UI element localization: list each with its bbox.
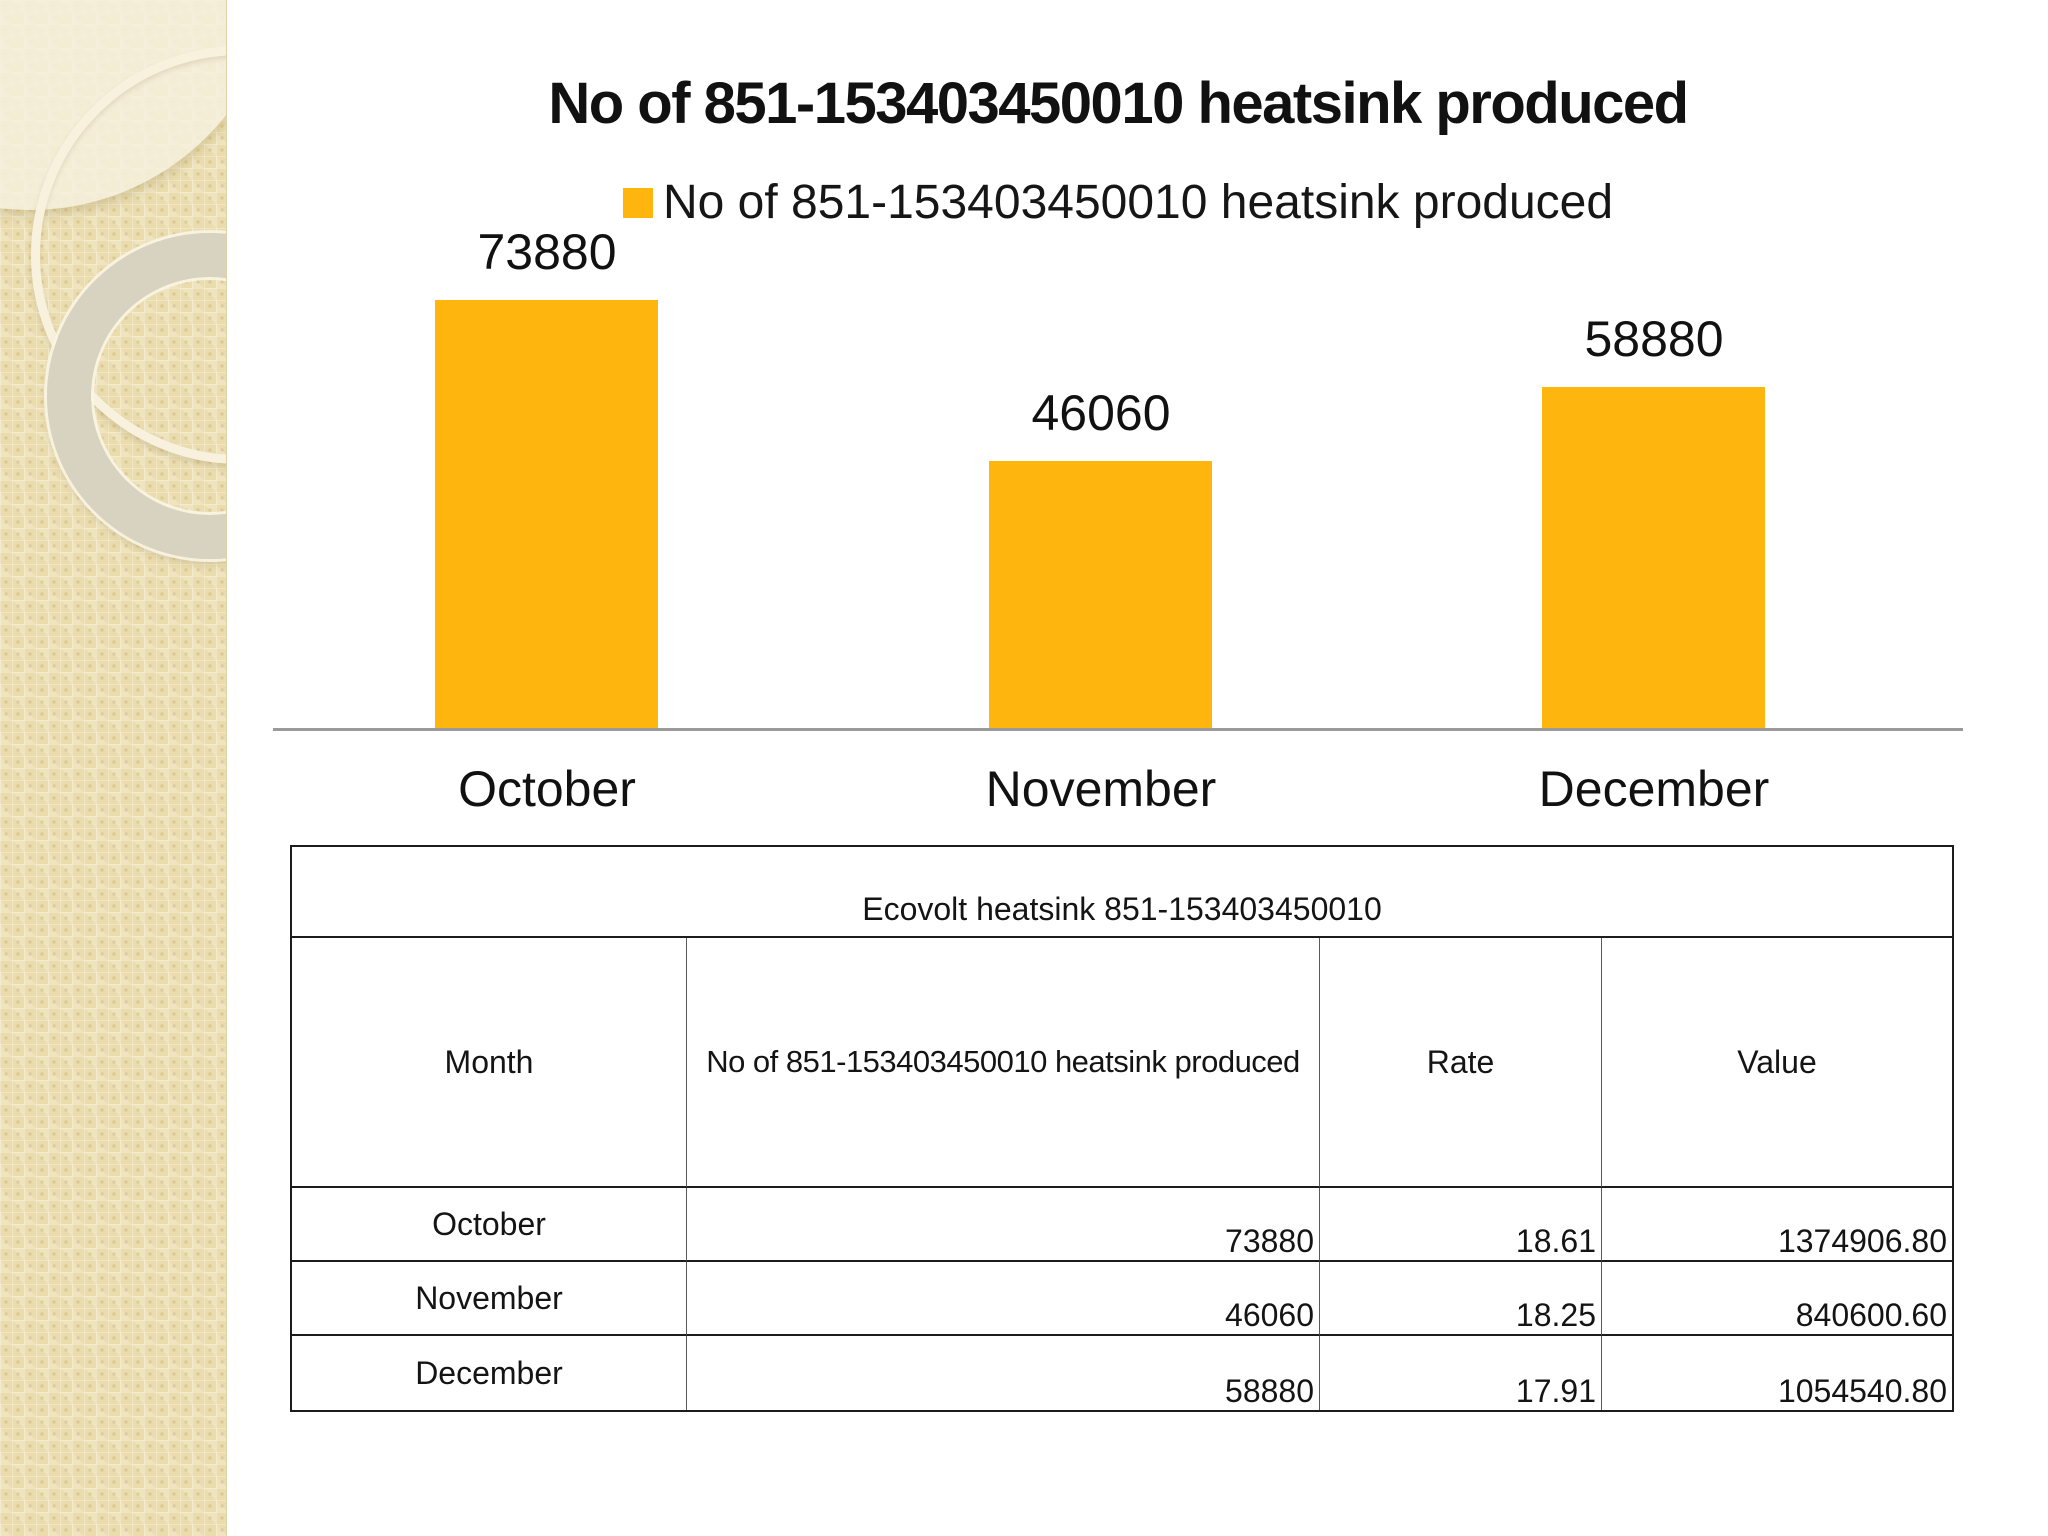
category-label-december: December bbox=[1538, 761, 1770, 817]
bar-value-label-december: 58880 bbox=[1584, 311, 1724, 367]
bar-october bbox=[435, 300, 658, 728]
table-cell-month: December bbox=[292, 1336, 687, 1410]
table-cell-value: 1374906.80 bbox=[1602, 1188, 1952, 1262]
table-cell-produced: 73880 bbox=[687, 1188, 1320, 1262]
table-header-month: Month bbox=[292, 938, 687, 1188]
sidebar-decoration bbox=[0, 0, 227, 1536]
chart-title: No of 851-153403450010 heatsink produced bbox=[548, 71, 1689, 136]
category-label-november: November bbox=[985, 761, 1217, 817]
table-header-produced: No of 851-153403450010 heatsink produced bbox=[687, 938, 1320, 1188]
bar-november bbox=[989, 461, 1212, 728]
x-axis-line bbox=[273, 728, 1963, 731]
data-table: Ecovolt heatsink 851-153403450010 Month … bbox=[290, 845, 1954, 1412]
bar-value-label-october: 73880 bbox=[477, 224, 617, 280]
chart-legend: No of 851-153403450010 heatsink produced bbox=[273, 175, 1963, 230]
category-label-october: October bbox=[458, 761, 636, 817]
table-title: Ecovolt heatsink 851-153403450010 bbox=[292, 847, 1952, 938]
table-cell-produced: 46060 bbox=[687, 1262, 1320, 1336]
legend-swatch-icon bbox=[622, 187, 653, 218]
table-cell-value: 1054540.80 bbox=[1777, 1373, 1947, 1409]
bar-chart-plot-area: 73880 46060 58880 bbox=[273, 227, 1963, 731]
table-cell-rate: 17.91 bbox=[1320, 1336, 1602, 1410]
bar-value-label-november: 46060 bbox=[1031, 385, 1171, 441]
table-cell-rate: 18.61 bbox=[1320, 1188, 1602, 1262]
table-header-rate: Rate bbox=[1320, 938, 1602, 1188]
table-cell-produced: 58880 bbox=[687, 1336, 1320, 1410]
table-header-value: Value bbox=[1602, 938, 1952, 1188]
table-cell-rate: 18.25 bbox=[1320, 1262, 1602, 1336]
table-cell-month: November bbox=[292, 1262, 687, 1336]
category-axis-labels: October November December bbox=[273, 762, 1963, 822]
table-cell-value: 840600.60 bbox=[1602, 1262, 1952, 1336]
table-cell-month: October bbox=[292, 1188, 687, 1262]
bar-december bbox=[1542, 387, 1765, 728]
legend-label: No of 851-153403450010 heatsink produced bbox=[662, 176, 1614, 229]
